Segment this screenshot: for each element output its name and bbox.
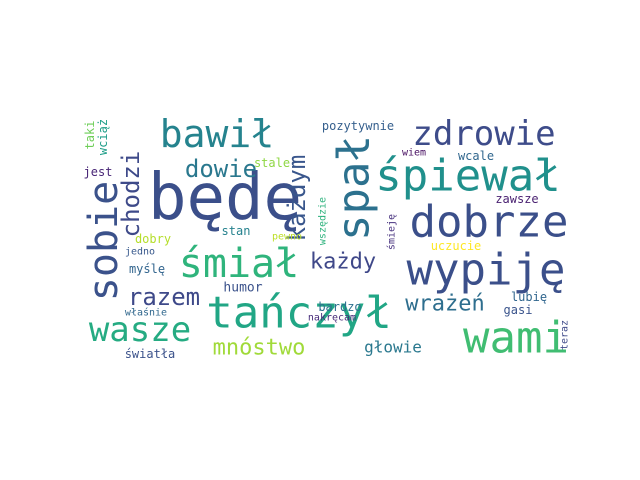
cloud-word: głowie [364, 338, 422, 357]
cloud-word: jest [84, 165, 113, 179]
cloud-word: pozytywnie [322, 119, 394, 133]
cloud-word: humor [223, 281, 262, 296]
cloud-word: wiem [402, 148, 426, 159]
cloud-word: światła [125, 347, 176, 361]
cloud-word: właśnie [125, 307, 167, 319]
cloud-word: wciąż [96, 119, 110, 155]
cloud-word: wszędzie [318, 197, 329, 245]
cloud-word: taki [83, 121, 97, 150]
cloud-word: uczucie [431, 239, 482, 253]
cloud-word: śpiewał [375, 151, 560, 202]
cloud-word: bardzo [318, 300, 361, 314]
cloud-word: śmiał [179, 241, 299, 287]
cloud-word: pewno [272, 232, 302, 243]
cloud-word: mnóstwo [213, 336, 306, 361]
cloud-word: dobry [135, 232, 171, 246]
cloud-word: razem [128, 283, 200, 311]
cloud-word: jedno [125, 247, 155, 258]
cloud-word: śmieję [386, 214, 398, 250]
cloud-word: zawsze [495, 192, 538, 206]
cloud-word: będę [148, 161, 302, 235]
cloud-word: chodzi [117, 151, 145, 238]
cloud-word: dowie [185, 155, 257, 183]
cloud-word: stale [254, 156, 290, 170]
cloud-word: zdrowie [412, 114, 555, 154]
cloud-word: sobie [81, 181, 127, 301]
cloud-word: wasze [89, 310, 191, 350]
cloud-word: bawił [160, 112, 274, 156]
cloud-word: dobrze [410, 197, 569, 248]
cloud-word: tańczył [206, 288, 391, 339]
cloud-word: wrażeń [405, 292, 484, 317]
cloud-word: myślę [129, 262, 165, 276]
cloud-word: spał [329, 135, 380, 241]
cloud-word: wcale [458, 149, 494, 163]
cloud-word: wypiję [407, 245, 566, 296]
cloud-word: nakręcam [308, 313, 356, 324]
cloud-word: gasi [504, 303, 533, 317]
cloud-word: wami [463, 313, 569, 364]
cloud-word: teraz [560, 320, 571, 350]
cloud-word: lubię [511, 290, 547, 304]
cloud-word: każdym [283, 155, 311, 242]
cloud-word: każdy [310, 250, 376, 275]
cloud-word: stan [222, 224, 251, 238]
